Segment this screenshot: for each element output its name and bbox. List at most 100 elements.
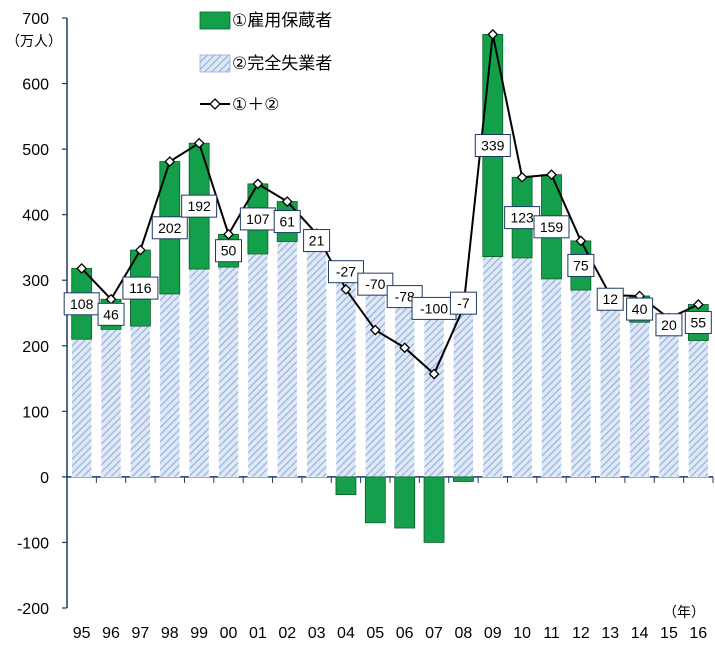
total-point [487, 28, 499, 40]
legend-label-employment-retained: ①雇用保蔵者 [232, 11, 332, 30]
total-point [399, 342, 411, 354]
data-label: 50 [215, 239, 242, 263]
total-point [76, 263, 88, 274]
data-label-text: 75 [573, 257, 589, 273]
total-point [516, 171, 528, 183]
data-label-text: 20 [661, 317, 677, 333]
data-label: 116 [122, 276, 159, 300]
bar-completely-unemployed [688, 340, 709, 478]
x-tick-label: 00 [220, 625, 238, 642]
bar-completely-unemployed [306, 247, 327, 478]
total-point [134, 244, 146, 256]
bar-completely-unemployed [482, 256, 504, 478]
total-point [340, 283, 352, 295]
total-point [692, 299, 704, 310]
total-point [546, 169, 557, 181]
x-tick-label: 16 [689, 625, 707, 642]
y-tick-label: 700 [22, 11, 49, 28]
bar-completely-unemployed [570, 289, 592, 478]
data-label-box [327, 260, 364, 284]
bar-completely-unemployed [453, 302, 474, 478]
legend-swatch-completely-unemployed [199, 54, 231, 73]
data-label-box [357, 272, 394, 296]
total-point [428, 368, 440, 380]
bar-completely-unemployed [629, 321, 650, 478]
data-label-text: -70 [365, 276, 385, 292]
data-label: 61 [273, 210, 301, 234]
data-label-text: 12 [602, 291, 618, 307]
y-tick-label: -200 [17, 601, 49, 618]
x-tick-label: 14 [631, 625, 649, 642]
x-tick-label: 08 [455, 625, 473, 642]
bar-completely-unemployed [541, 278, 562, 478]
data-label-text: 192 [187, 198, 211, 214]
data-label: 159 [533, 215, 570, 239]
data-label-text: 116 [129, 280, 152, 296]
legend-swatch-employment-retained [199, 11, 231, 30]
data-label: 75 [567, 253, 595, 277]
data-label-box [151, 216, 188, 240]
y-tick-label: 200 [22, 339, 49, 356]
data-label-text: 61 [279, 214, 295, 230]
data-label-text: 339 [481, 138, 505, 154]
data-label: 108 [63, 292, 100, 316]
total-point [164, 156, 176, 167]
data-label-box [533, 215, 570, 239]
x-tick-label: 06 [396, 625, 414, 642]
total-point [281, 196, 293, 207]
y-axis-unit: （万人） [6, 33, 62, 49]
x-tick-label: 01 [249, 625, 267, 642]
data-label-box [215, 239, 242, 263]
x-tick-label: 11 [543, 625, 560, 642]
x-tick-label: 02 [278, 625, 296, 642]
data-label-box [449, 291, 477, 315]
data-label: 107 [239, 207, 276, 231]
data-label-text: -100 [420, 300, 448, 316]
y-tick-label: 0 [40, 470, 49, 487]
bar-employment-retained [364, 476, 386, 524]
total-point [223, 228, 234, 240]
bar-completely-unemployed [394, 296, 415, 478]
x-tick-label: 05 [366, 625, 384, 642]
data-label: 46 [97, 302, 125, 326]
data-label: 12 [596, 287, 624, 311]
y-tick-label: 300 [22, 273, 49, 290]
data-label: 21 [303, 229, 331, 253]
bar-completely-unemployed [159, 293, 181, 478]
x-tick-label: 96 [102, 625, 120, 642]
bar-employment-retained [423, 476, 445, 543]
x-tick-label: 98 [161, 625, 179, 642]
x-tick-label: 99 [190, 625, 208, 642]
bar-completely-unemployed [335, 271, 357, 478]
data-label: 192 [181, 194, 218, 218]
data-label: -70 [357, 272, 394, 296]
data-label-text: 107 [246, 211, 270, 227]
x-tick-label: 15 [660, 625, 678, 642]
data-label-text: 108 [70, 296, 94, 312]
data-label-box [684, 311, 712, 335]
bar-completely-unemployed [276, 241, 298, 478]
data-label-text: -27 [336, 264, 356, 280]
data-label-box [303, 229, 331, 253]
data-label: 202 [151, 216, 188, 240]
data-label-box [655, 313, 683, 337]
bar-completely-unemployed [511, 257, 533, 478]
data-label-text: 21 [309, 233, 325, 249]
data-label: -100 [411, 296, 457, 320]
y-tick-label: 100 [22, 404, 49, 421]
bar-completely-unemployed [599, 302, 621, 478]
bar-completely-unemployed [247, 253, 269, 478]
legend-label-total: ①＋② [232, 95, 279, 114]
data-label-box [596, 287, 624, 311]
data-label-box [97, 302, 125, 326]
x-tick-label: 04 [337, 625, 355, 642]
total-point [575, 235, 587, 247]
bar-employment-retained [335, 476, 357, 495]
x-tick-label: 10 [513, 625, 531, 642]
data-label-text: 159 [540, 219, 564, 235]
x-tick-label: 07 [425, 625, 443, 642]
data-label-box [181, 194, 218, 218]
legend-label-completely-unemployed: ②完全失業者 [232, 54, 332, 73]
